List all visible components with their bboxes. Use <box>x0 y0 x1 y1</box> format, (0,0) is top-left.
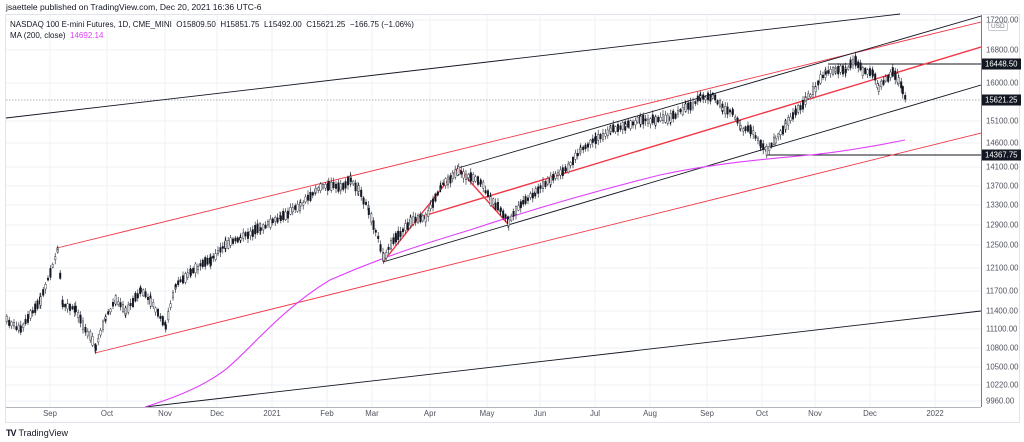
time-label: Jun <box>533 409 547 418</box>
inner-channel-upper <box>457 15 981 169</box>
outer-channel-lower <box>144 310 981 407</box>
time-label: Jul <box>590 409 600 418</box>
price-label: 15100.00 <box>986 116 1019 126</box>
price-label: 11400.00 <box>986 306 1018 316</box>
time-label: Sep <box>43 409 57 418</box>
price-label: 10500.00 <box>986 362 1019 372</box>
price-label: 10800.00 <box>986 343 1019 353</box>
chart-frame <box>5 14 1020 423</box>
time-label: 2022 <box>926 409 944 418</box>
ohlc-open: O15809.50 <box>176 20 216 29</box>
price-axis[interactable]: USD 17200.00 16800.00 16000.00 15100.00 1460… <box>981 15 1021 407</box>
price-label: 13700.00 <box>986 181 1019 191</box>
price-label: 17200.00 <box>986 15 1019 25</box>
time-label: 2021 <box>263 409 281 418</box>
ohlc-high: H15851.75 <box>220 20 260 29</box>
red-channel-upper <box>56 21 981 249</box>
ohlc-low: L15492.00 <box>263 20 302 29</box>
grid-lines <box>6 15 981 407</box>
outer-channel-upper <box>5 13 901 119</box>
time-label: Aug <box>643 409 657 418</box>
currency-badge[interactable]: USD <box>988 22 1008 31</box>
brand-name: TradingView <box>18 428 69 438</box>
symbol-row: NASDAQ 100 E-mini Futures, 1D, CME_MINI … <box>10 19 414 30</box>
time-label: Feb <box>320 409 334 418</box>
price-label: 10220.00 <box>986 380 1019 390</box>
price-label: 9960.00 <box>986 396 1015 406</box>
price-level-tag: 15621.25 <box>982 94 1021 106</box>
candles <box>5 51 907 355</box>
chart-legend: NASDAQ 100 E-mini Futures, 1D, CME_MINI … <box>10 19 414 41</box>
inner-channel-lower <box>382 84 981 263</box>
price-label: 12500.00 <box>986 240 1019 250</box>
ma-value: 14692.14 <box>70 31 104 40</box>
price-label: 12900.00 <box>986 220 1019 230</box>
time-label: Sep <box>700 409 714 418</box>
ma-200-line <box>144 139 906 407</box>
time-label: May <box>479 409 495 418</box>
price-level-tag: 16448.50 <box>982 58 1021 70</box>
red-median-line <box>419 46 981 218</box>
time-label: Nov <box>808 409 822 418</box>
time-label: Mar <box>365 409 379 418</box>
price-label: 11700.00 <box>986 286 1018 296</box>
footer: TV TradingView <box>6 428 68 438</box>
price-label: 16000.00 <box>986 78 1019 88</box>
chart-canvas[interactable] <box>0 0 981 407</box>
time-axis[interactable]: Sep Oct Nov Dec 2021 Feb Mar Apr May Jun Jul Aug Sep… <box>6 407 981 421</box>
time-label: Dec <box>210 409 224 418</box>
price-label: 13300.00 <box>986 200 1019 210</box>
red-channel-lower <box>94 132 981 354</box>
price-label: 14600.00 <box>986 138 1019 148</box>
price-label: 14100.00 <box>986 162 1019 172</box>
time-label: Oct <box>755 409 769 418</box>
time-label: Dec <box>863 409 877 418</box>
time-label: Oct <box>100 409 114 418</box>
symbol-name[interactable]: NASDAQ 100 E-mini Futures, 1D, CME_MINI <box>10 20 172 29</box>
change-value: −166.75 (−1.06%) <box>349 20 414 29</box>
time-label: Nov <box>158 409 172 418</box>
ma-label[interactable]: MA (200, close) <box>10 31 66 40</box>
time-label: Apr <box>423 409 437 418</box>
tradingview-logo-icon: TV <box>6 428 16 438</box>
ohlc-close: C15621.25 <box>306 20 346 29</box>
indicator-row: MA (200, close) 14692.14 <box>10 30 414 41</box>
price-level-tag: 14367.75 <box>982 149 1021 161</box>
price-label: 12100.00 <box>986 263 1019 273</box>
price-label: 11100.00 <box>986 324 1018 334</box>
publish-info: jsaettele published on TradingView.com, … <box>6 2 262 12</box>
price-label: 16800.00 <box>986 45 1019 55</box>
